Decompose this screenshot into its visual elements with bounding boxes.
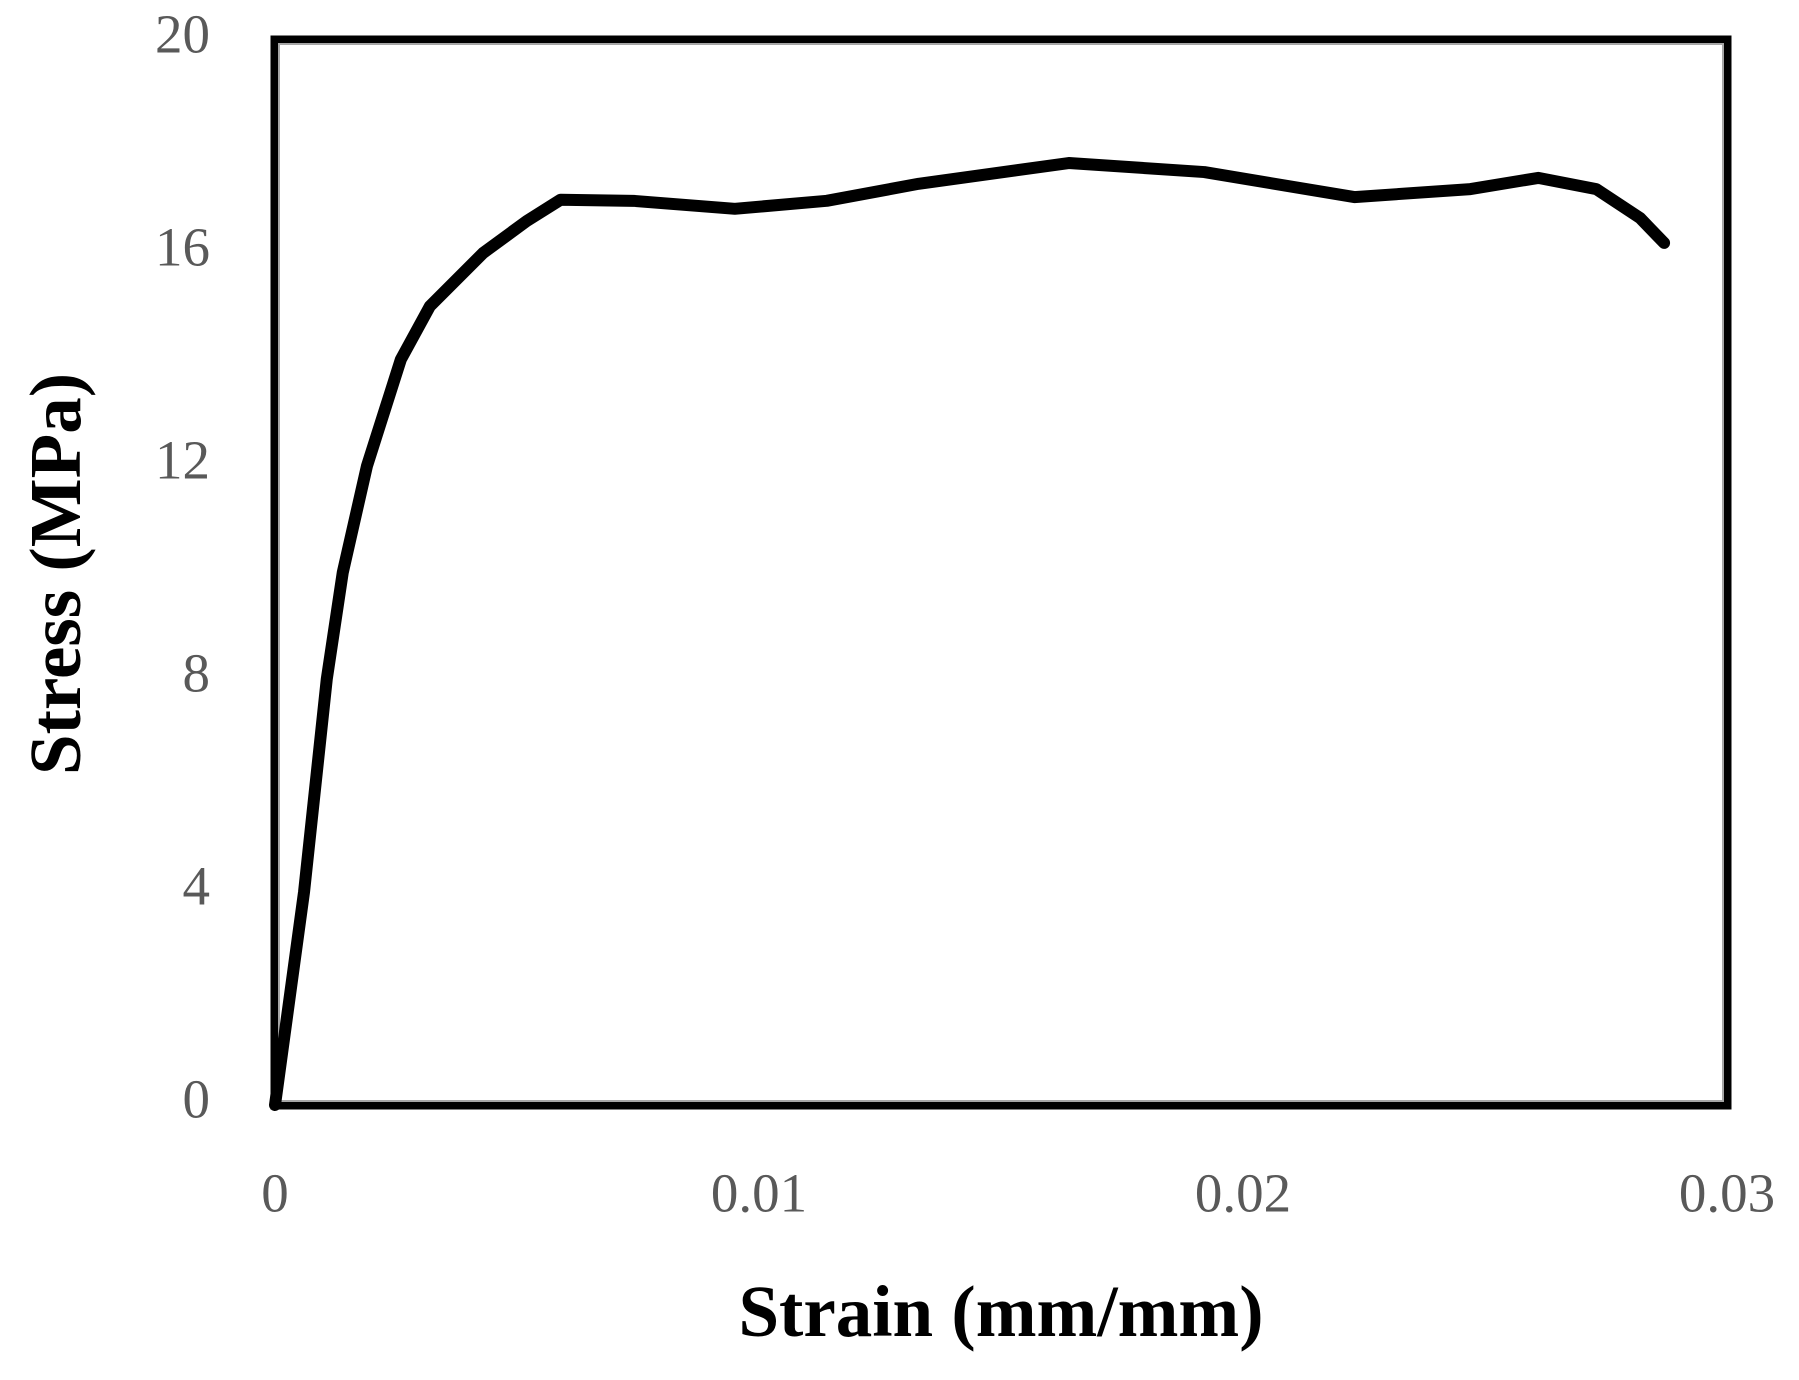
y-axis-title: Stress (MPa) — [15, 373, 96, 775]
y-tick-label: 12 — [155, 430, 210, 491]
x-tick-label: 0 — [261, 1163, 289, 1224]
y-tick-label: 0 — [183, 1069, 211, 1130]
y-tick-label: 4 — [183, 856, 211, 917]
x-tick-label: 0.01 — [711, 1163, 807, 1224]
y-tick-label: 16 — [155, 217, 210, 278]
x-tick-label: 0.03 — [1679, 1163, 1775, 1224]
line — [269, 157, 1671, 1111]
x-tick-label: 0.02 — [1195, 1163, 1291, 1224]
plot-frame-inner — [278, 43, 1724, 1102]
x-axis-title: Strain (mm/mm) — [738, 1271, 1263, 1352]
plot-frame — [270, 35, 1732, 1110]
y-tick-label: 20 — [155, 4, 210, 65]
y-tick-label: 8 — [183, 643, 211, 704]
